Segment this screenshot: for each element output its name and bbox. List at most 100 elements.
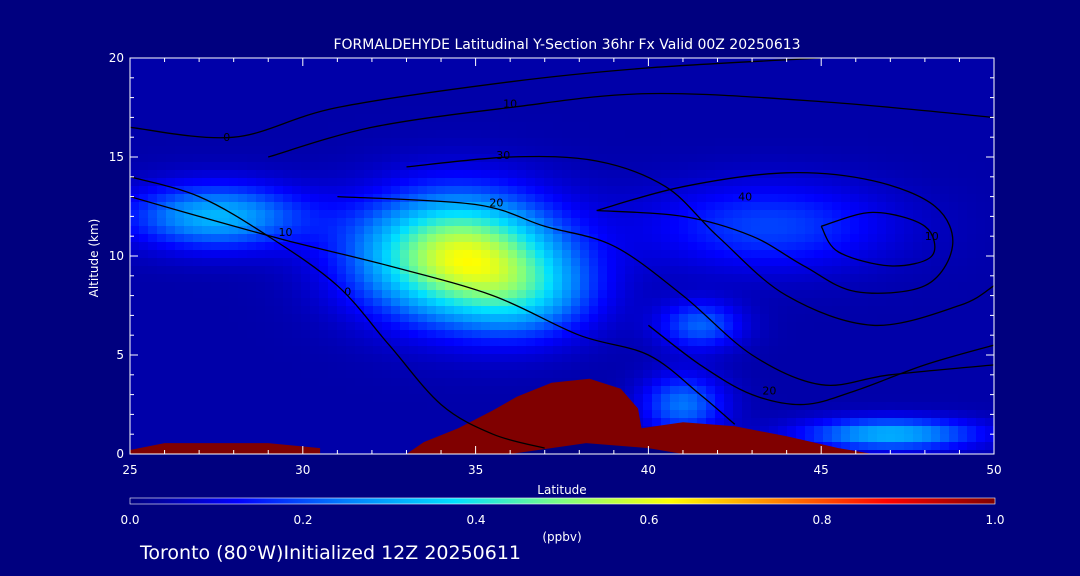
field-cell <box>733 202 743 211</box>
field-cell <box>283 90 293 99</box>
field-cell <box>211 314 221 323</box>
field-cell <box>769 258 779 267</box>
field-cell <box>409 306 419 315</box>
field-cell <box>931 330 941 339</box>
field-cell <box>436 282 446 291</box>
field-cell <box>625 226 635 235</box>
field-cell <box>697 242 707 251</box>
field-cell <box>652 138 662 147</box>
field-cell <box>796 346 806 355</box>
field-cell <box>445 322 455 331</box>
field-cell <box>814 58 824 67</box>
field-cell <box>220 186 230 195</box>
field-cell <box>202 282 212 291</box>
field-cell <box>967 218 977 227</box>
field-cell <box>796 314 806 323</box>
field-cell <box>931 58 941 67</box>
field-cell <box>868 330 878 339</box>
field-cell <box>976 346 986 355</box>
field-cell <box>292 58 302 67</box>
field-cell <box>796 306 806 315</box>
field-cell <box>328 90 338 99</box>
field-cell <box>904 306 914 315</box>
field-cell <box>562 162 572 171</box>
field-cell <box>742 162 752 171</box>
field-cell <box>634 218 644 227</box>
field-cell <box>886 66 896 75</box>
field-cell <box>670 74 680 83</box>
field-cell <box>247 178 257 187</box>
field-cell <box>913 426 923 435</box>
field-cell <box>319 194 329 203</box>
field-cell <box>400 434 410 443</box>
field-cell <box>328 146 338 155</box>
field-cell <box>562 354 572 363</box>
field-cell <box>580 242 590 251</box>
field-cell <box>607 306 617 315</box>
y-tick-label: 5 <box>116 348 124 362</box>
field-cell <box>841 298 851 307</box>
field-cell <box>976 330 986 339</box>
field-cell <box>427 186 437 195</box>
field-cell <box>364 146 374 155</box>
field-cell <box>211 98 221 107</box>
field-cell <box>913 138 923 147</box>
field-cell <box>481 58 491 67</box>
field-cell <box>958 282 968 291</box>
field-cell <box>805 282 815 291</box>
field-cell <box>427 162 437 171</box>
field-cell <box>697 74 707 83</box>
field-cell <box>463 346 473 355</box>
field-cell <box>472 66 482 75</box>
colorbar-tick-label: 0.4 <box>466 513 485 527</box>
field-cell <box>625 338 635 347</box>
field-cell <box>202 98 212 107</box>
field-cell <box>193 234 203 243</box>
field-cell <box>346 226 356 235</box>
field-cell <box>355 202 365 211</box>
field-cell <box>904 402 914 411</box>
field-cell <box>886 114 896 123</box>
field-cell <box>877 186 887 195</box>
field-cell <box>715 186 725 195</box>
field-cell <box>490 194 500 203</box>
field-cell <box>148 314 158 323</box>
field-cell <box>130 322 140 331</box>
field-cell <box>760 202 770 211</box>
field-cell <box>886 322 896 331</box>
field-cell <box>985 442 994 451</box>
field-cell <box>940 370 950 379</box>
field-cell <box>373 370 383 379</box>
field-cell <box>184 98 194 107</box>
field-cell <box>256 106 266 115</box>
field-cell <box>958 194 968 203</box>
field-cell <box>166 346 176 355</box>
field-cell <box>283 178 293 187</box>
field-cell <box>328 266 338 275</box>
field-cell <box>715 178 725 187</box>
field-cell <box>796 90 806 99</box>
field-cell <box>346 162 356 171</box>
field-cell <box>391 386 401 395</box>
field-cell <box>184 330 194 339</box>
field-cell <box>211 418 221 427</box>
field-cell <box>310 290 320 299</box>
field-cell <box>400 194 410 203</box>
field-cell <box>787 170 797 179</box>
field-cell <box>652 82 662 91</box>
field-cell <box>193 242 203 251</box>
field-cell <box>859 378 869 387</box>
field-cell <box>157 226 167 235</box>
field-cell <box>301 138 311 147</box>
field-cell <box>517 58 527 67</box>
field-cell <box>364 90 374 99</box>
field-cell <box>715 298 725 307</box>
field-cell <box>229 370 239 379</box>
field-cell <box>247 378 257 387</box>
field-cell <box>976 426 986 435</box>
field-cell <box>256 298 266 307</box>
field-cell <box>436 154 446 163</box>
field-cell <box>427 170 437 179</box>
field-cell <box>985 330 994 339</box>
field-cell <box>148 258 158 267</box>
